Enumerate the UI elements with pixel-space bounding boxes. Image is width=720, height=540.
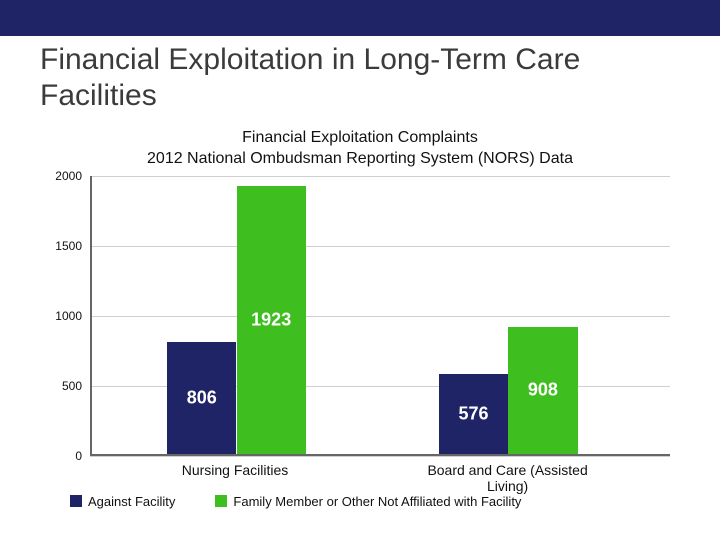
chart-title-line2: 2012 National Ombudsman Reporting System… xyxy=(40,149,680,170)
legend-item: Against Facility xyxy=(70,494,175,509)
x-axis-labels: Nursing FacilitiesBoard and Care (Assist… xyxy=(90,456,670,486)
bar: 908 xyxy=(508,327,577,453)
chart-title-line1: Financial Exploitation Complaints xyxy=(40,128,680,149)
bar-value-label: 908 xyxy=(508,380,577,401)
y-tick-label: 500 xyxy=(62,379,82,393)
bar: 576 xyxy=(439,374,508,454)
y-tick-label: 0 xyxy=(75,449,82,463)
bar-value-label: 576 xyxy=(439,403,508,424)
slide-title: Financial Exploitation in Long-Term Care… xyxy=(0,36,720,128)
bar-value-label: 1923 xyxy=(237,309,306,330)
chart-container: Financial Exploitation Complaints 2012 N… xyxy=(0,128,720,509)
legend-label: Against Facility xyxy=(88,494,175,509)
bar-value-label: 806 xyxy=(167,387,236,408)
chart-plot-area: 0500100015002000 8061923576908 xyxy=(90,176,670,456)
x-tick-label: Board and Care (Assisted Living) xyxy=(426,462,588,494)
legend-swatch xyxy=(215,495,227,507)
chart-plot: 806 1923 576908 xyxy=(90,176,670,456)
x-tick-label: Nursing Facilities xyxy=(182,462,289,478)
legend-label: Family Member or Other Not Affiliated wi… xyxy=(233,494,521,509)
top-accent-bar xyxy=(0,0,720,36)
y-tick-label: 1000 xyxy=(55,309,82,323)
chart-legend: Against Facility Family Member or Other N… xyxy=(40,494,680,509)
y-tick-label: 2000 xyxy=(55,169,82,183)
legend-swatch xyxy=(70,495,82,507)
bar: 1923 xyxy=(237,186,306,453)
y-tick-label: 1500 xyxy=(55,239,82,253)
bar: 806 xyxy=(167,342,236,454)
legend-item: Family Member or Other Not Affiliated wi… xyxy=(215,494,521,509)
y-axis-labels: 0500100015002000 xyxy=(40,176,86,456)
chart-title-block: Financial Exploitation Complaints 2012 N… xyxy=(40,128,680,170)
